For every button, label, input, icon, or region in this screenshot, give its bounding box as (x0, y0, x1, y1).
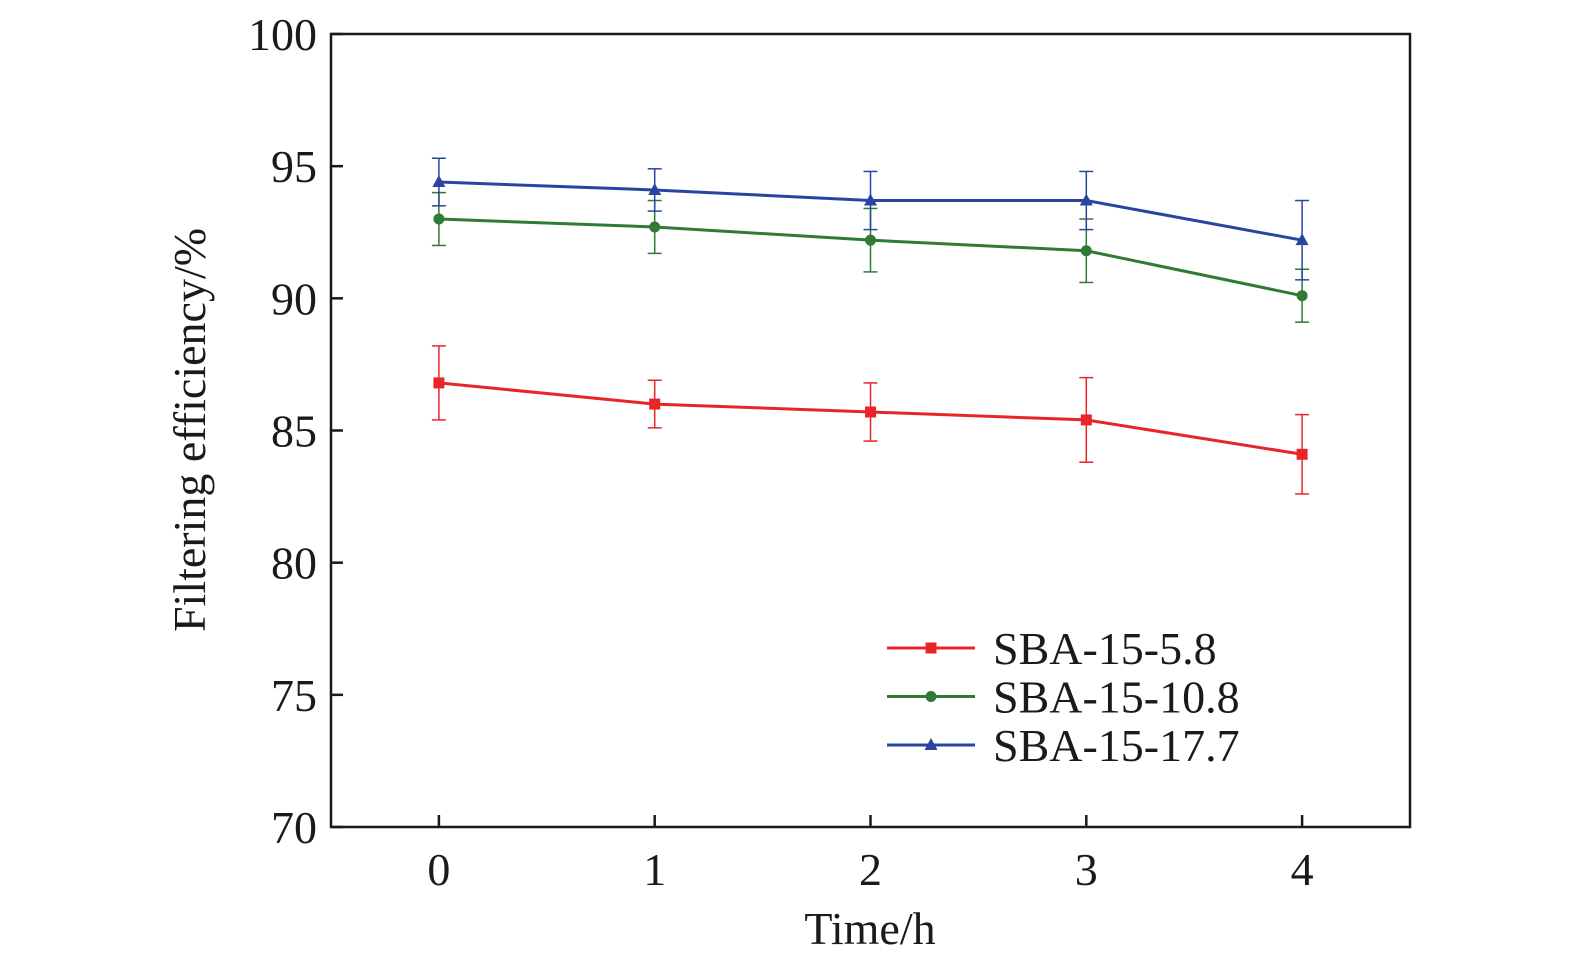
data-point (1079, 193, 1093, 206)
series-SBA-15-5.8 (431, 345, 1310, 495)
x-tick-label: 1 (643, 844, 666, 895)
y-tick-label: 85 (271, 406, 317, 457)
data-point (648, 182, 662, 195)
x-axis: 0 1 2 3 4 (427, 815, 1314, 895)
data-point (432, 175, 446, 188)
legend-label: SBA-15-5.8 (993, 623, 1217, 674)
data-point (433, 213, 445, 225)
x-axis-title: Time/h (804, 903, 935, 954)
y-tick-label: 95 (271, 141, 317, 192)
series-layer (431, 157, 1310, 495)
data-point (1080, 245, 1092, 257)
data-point (1296, 448, 1308, 460)
legend-label: SBA-15-17.7 (993, 720, 1240, 771)
data-point (1296, 290, 1308, 302)
x-tick-label: 4 (1291, 844, 1314, 895)
legend-item: SBA-15-5.8 (887, 623, 1217, 674)
legend-marker (925, 642, 937, 654)
data-point (864, 193, 877, 206)
y-tick-label: 75 (271, 670, 317, 721)
data-point (433, 377, 445, 389)
series-SBA-15-17.7 (431, 157, 1310, 281)
y-tick-label: 70 (271, 802, 317, 853)
y-tick-label: 100 (248, 9, 317, 60)
legend-marker (924, 738, 938, 750)
y-axis: 70 75 80 85 90 95 100 (248, 9, 343, 853)
legend-marker (925, 691, 937, 702)
data-point (865, 234, 876, 246)
y-axis-title: Filtering efficiency/% (164, 228, 215, 632)
legend-item: SBA-15-10.8 (887, 672, 1240, 723)
legend-label: SBA-15-10.8 (993, 672, 1240, 723)
data-point (1080, 414, 1092, 426)
x-tick-label: 0 (427, 844, 450, 895)
x-tick-label: 2 (859, 844, 882, 895)
y-tick-label: 80 (271, 538, 317, 589)
data-point (865, 406, 876, 418)
x-tick-label: 3 (1075, 844, 1098, 895)
legend-item: SBA-15-17.7 (887, 720, 1240, 771)
data-point (649, 398, 661, 410)
y-tick-label: 90 (271, 273, 317, 324)
data-point (649, 221, 661, 233)
data-point (1295, 233, 1309, 246)
